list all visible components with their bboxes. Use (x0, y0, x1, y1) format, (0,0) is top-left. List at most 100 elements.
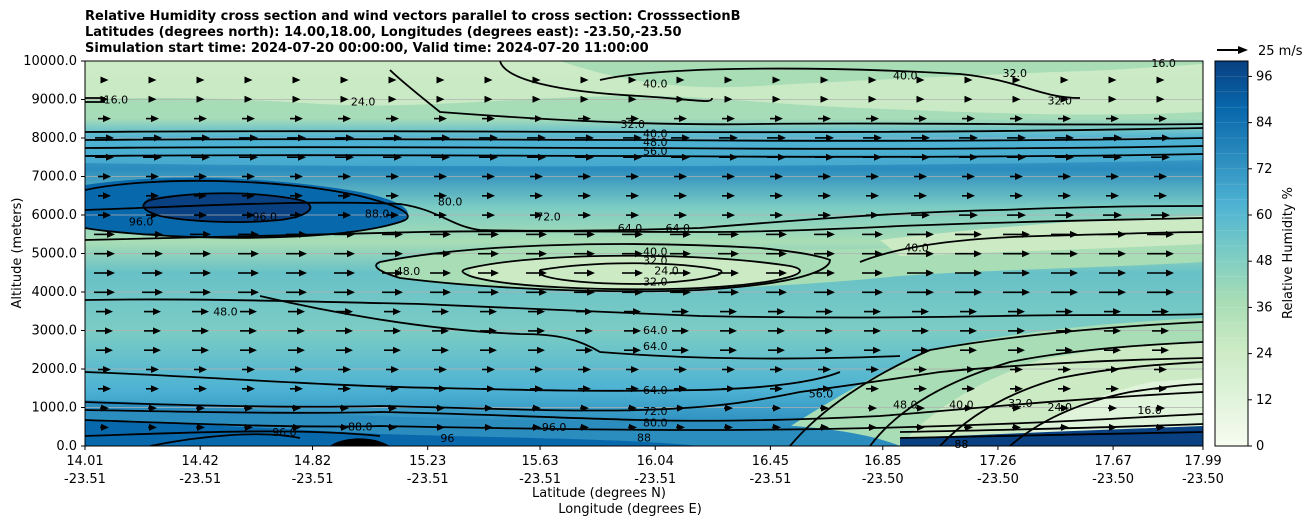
wind-vector (959, 153, 978, 161)
wind-vector (624, 327, 641, 335)
wind-vector (98, 366, 111, 373)
wind-vector (338, 385, 351, 393)
wind-vector (146, 385, 159, 393)
wind-vector (191, 153, 210, 161)
wind-vector (676, 76, 685, 84)
wind-vector (98, 115, 111, 123)
wind-vector (574, 288, 595, 296)
wind-vector (142, 250, 163, 258)
wind-vector (768, 327, 785, 335)
wind-vector (1012, 404, 1021, 412)
wind-vector (388, 95, 397, 103)
wind-vector (335, 134, 354, 142)
wind-vector (624, 308, 641, 316)
wind-vector (191, 134, 210, 142)
wind-vector (724, 95, 733, 103)
wind-vector (955, 269, 982, 277)
contour-label: 88 (954, 438, 968, 451)
contour-label: 72.0 (643, 405, 668, 418)
wind-vector (722, 115, 735, 123)
wind-vector (526, 230, 547, 238)
wind-vector (482, 173, 495, 180)
wind-vector (146, 211, 159, 219)
wind-vector (478, 230, 499, 238)
wind-vector (720, 327, 737, 335)
wind-vector (338, 173, 351, 180)
x-tick-label-lat: 16.45 (752, 454, 789, 469)
wind-vector (866, 211, 879, 219)
wind-vector (386, 173, 399, 180)
wind-vector (430, 230, 451, 238)
wind-vector (386, 385, 399, 393)
wind-vector (336, 346, 353, 354)
y-tick-label: 3000.0 (32, 324, 78, 339)
wind-vector (532, 76, 541, 84)
wind-vector (768, 346, 785, 354)
wind-vector (1010, 366, 1023, 373)
wind-vector (907, 288, 934, 296)
wind-vector (576, 308, 593, 316)
wind-vector (434, 115, 447, 123)
wind-vector (672, 327, 689, 335)
wind-vector (196, 404, 205, 412)
wind-vector (98, 192, 111, 200)
wind-vector (144, 346, 161, 354)
contour-line (85, 201, 1203, 232)
wind-vector (955, 250, 982, 258)
wind-vector (382, 250, 403, 258)
contour-label: 40.0 (643, 246, 668, 259)
wind-vector (1152, 346, 1169, 354)
wind-vector (384, 308, 401, 316)
wind-vector (434, 173, 447, 180)
wind-vector (1099, 250, 1126, 258)
y-tick-label: 5000.0 (32, 247, 78, 262)
wind-vector (1007, 211, 1026, 219)
wind-vector (290, 366, 303, 373)
wind-vector (1058, 192, 1071, 200)
y-tick-label: 4000.0 (32, 285, 78, 300)
wind-vector (862, 269, 883, 277)
wind-vector (671, 134, 690, 142)
wind-vector (626, 385, 639, 393)
wind-vector (100, 404, 109, 412)
wind-vector (1010, 385, 1023, 393)
wind-vector (962, 366, 975, 373)
wind-vector (190, 250, 211, 258)
wind-vector (480, 308, 497, 316)
wind-vector (240, 346, 257, 354)
wind-vector (194, 115, 207, 123)
wind-vector (431, 153, 450, 161)
wind-vector (670, 269, 691, 277)
wind-vector (816, 308, 833, 316)
chart-title-line-2: Latitudes (degrees north): 14.00,18.00, … (85, 25, 682, 40)
wind-vector (907, 269, 934, 277)
wind-vector (388, 423, 397, 431)
colorbar-tick-label: 60 (1256, 208, 1273, 223)
wind-vector (432, 308, 449, 316)
wind-vector (288, 327, 305, 335)
contour-line (939, 361, 1203, 446)
wind-vector (336, 327, 353, 335)
wind-vector (479, 153, 498, 161)
contour-label: 24.0 (654, 264, 679, 277)
wind-vector (722, 211, 735, 219)
wind-vector (1154, 385, 1167, 393)
wind-vector (818, 366, 831, 373)
wind-vector (671, 153, 690, 161)
wind-vector (1104, 327, 1121, 335)
wind-vector (1154, 192, 1167, 200)
wind-vector (866, 366, 879, 373)
wind-vector (286, 269, 307, 277)
wind-vector (911, 211, 930, 219)
contour-label: 96.0 (542, 421, 567, 434)
x-tick-label-lon: -23.51 (64, 472, 106, 487)
wind-vector (479, 134, 498, 142)
wind-vector (720, 346, 737, 354)
wind-vector (766, 250, 787, 258)
wind-vector (770, 115, 783, 123)
wind-vector (1108, 404, 1117, 412)
wind-vector (482, 385, 495, 393)
wind-vector (1010, 115, 1023, 123)
wind-vector (244, 404, 253, 412)
wind-vector (574, 269, 595, 277)
